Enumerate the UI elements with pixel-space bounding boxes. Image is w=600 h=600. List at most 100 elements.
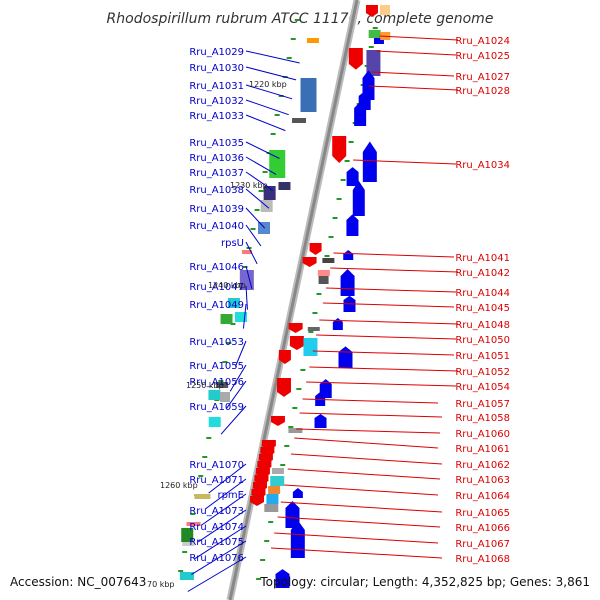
forward-gene-arrow [319, 379, 332, 398]
leader-line [353, 159, 457, 165]
leader-line [316, 334, 457, 340]
forward-gene-arrow [332, 318, 343, 330]
reverse-gene-arrow [302, 257, 317, 267]
forward-gene-arrow [290, 520, 305, 558]
gene-label: Rru_A1061 [455, 444, 510, 455]
leader-line [242, 303, 247, 329]
leader-line [198, 509, 247, 543]
leader-line [201, 493, 247, 526]
leader-line [245, 285, 248, 310]
leader-line [326, 287, 457, 293]
gene-label: Rru_A1024 [455, 36, 510, 47]
gene-box [300, 78, 317, 112]
leader-line [204, 478, 247, 510]
gene-box [269, 150, 286, 178]
gene-label: Rru_A1073 [189, 506, 244, 517]
forward-gene-arrow [352, 180, 365, 216]
gene-label: Rru_A1039 [189, 204, 244, 215]
forward-gene-arrow [343, 250, 354, 260]
leader-line [309, 366, 459, 372]
gene-label: Rru_A1044 [455, 288, 510, 299]
gene-label: Rru_A1048 [455, 320, 510, 331]
reverse-gene-arrow [289, 336, 304, 350]
leader-line [280, 501, 443, 513]
gene-box [186, 522, 201, 526]
leader-line [333, 252, 455, 258]
forward-gene-arrow [346, 167, 359, 186]
gene-label: Rru_A1054 [455, 382, 510, 393]
gene-label: Rru_A1062 [455, 460, 510, 471]
gene-label: Rru_A1064 [455, 491, 510, 502]
forward-gene-arrow [346, 214, 359, 236]
gene-box [303, 338, 318, 356]
leader-line [319, 319, 459, 325]
gene-box [179, 572, 194, 580]
leader-line [330, 267, 459, 273]
accession-text: Accession: NC_007643 [10, 575, 146, 589]
gene-label: rpmE [217, 490, 244, 501]
leader-line [191, 540, 247, 576]
gene-label: Rru_A1035 [189, 138, 244, 149]
forward-gene-arrow [292, 488, 303, 498]
leader-line [226, 380, 247, 409]
reverse-gene-arrow [332, 136, 347, 163]
gene-label: Rru_A1037 [189, 168, 244, 179]
leader-line [290, 453, 443, 465]
leader-line [245, 265, 253, 289]
gene-label: Rru_A1036 [189, 153, 244, 164]
leader-line [234, 340, 247, 367]
scale-markers: 1220 kbp 1230 kbp 1240 kbp 1250 kbp 1260… [147, 80, 287, 589]
leader-line [245, 224, 262, 247]
gene-box [268, 486, 281, 494]
gene-box [288, 428, 303, 433]
gene-label: Rru_A1027 [455, 72, 510, 83]
reverse-gene-arrow [348, 48, 363, 70]
scale-mark: 1250 kbp [186, 381, 224, 390]
gene-label: Rru_A1045 [455, 303, 510, 314]
reverse-gene-arrow [276, 378, 291, 397]
gene-label: Rru_A1060 [455, 429, 510, 440]
leader-line [245, 50, 300, 64]
gene-label: Rru_A1058 [455, 413, 510, 424]
reverse-gene-arrow [278, 350, 291, 364]
gene-label: Rru_A1065 [455, 508, 510, 519]
gene-box [271, 468, 284, 474]
gene-label: Rru_A1056 [189, 377, 244, 388]
leader-line [284, 484, 439, 496]
gene-box [208, 417, 221, 427]
leader-line [371, 71, 455, 77]
gene-label: Rru_A1031 [189, 81, 244, 92]
gene-label: Rru_A1071 [189, 475, 244, 486]
gene-label: Rru_A1068 [455, 554, 510, 565]
forward-gene-arrow [340, 269, 355, 296]
gene-box [318, 276, 329, 284]
forward-gene-arrow [314, 414, 327, 428]
gene-label: Rru_A1029 [189, 47, 244, 58]
gene-box [208, 390, 221, 400]
leader-line [274, 532, 439, 544]
gene-label: Rru_A1074 [189, 522, 244, 533]
scale-mark: 1220 kbp [249, 80, 287, 89]
gene-label: Rru_A1042 [455, 268, 510, 279]
gene-label: Rru_A1055 [189, 361, 244, 372]
gene-label: Rru_A1034 [455, 160, 510, 171]
leader-line [245, 241, 258, 265]
leader-line [220, 405, 247, 435]
leader-line [368, 85, 459, 91]
forward-gene-arrow [275, 569, 290, 588]
gene-box [366, 50, 381, 76]
leader-line [229, 364, 247, 392]
leader-line [245, 188, 270, 209]
gene-label: Rru_A1050 [455, 335, 510, 346]
leader-line [277, 516, 441, 528]
gene-label: Rru_A1076 [189, 553, 244, 564]
forward-gene-arrow [315, 392, 326, 406]
gene-box [242, 250, 253, 254]
leader-line [302, 398, 439, 404]
gene-label: Rru_A1057 [455, 399, 510, 410]
forward-gene-arrow [285, 501, 300, 528]
gene-features [179, 5, 391, 588]
gene-box [216, 382, 229, 388]
gene-label: Rru_A1063 [455, 475, 510, 486]
